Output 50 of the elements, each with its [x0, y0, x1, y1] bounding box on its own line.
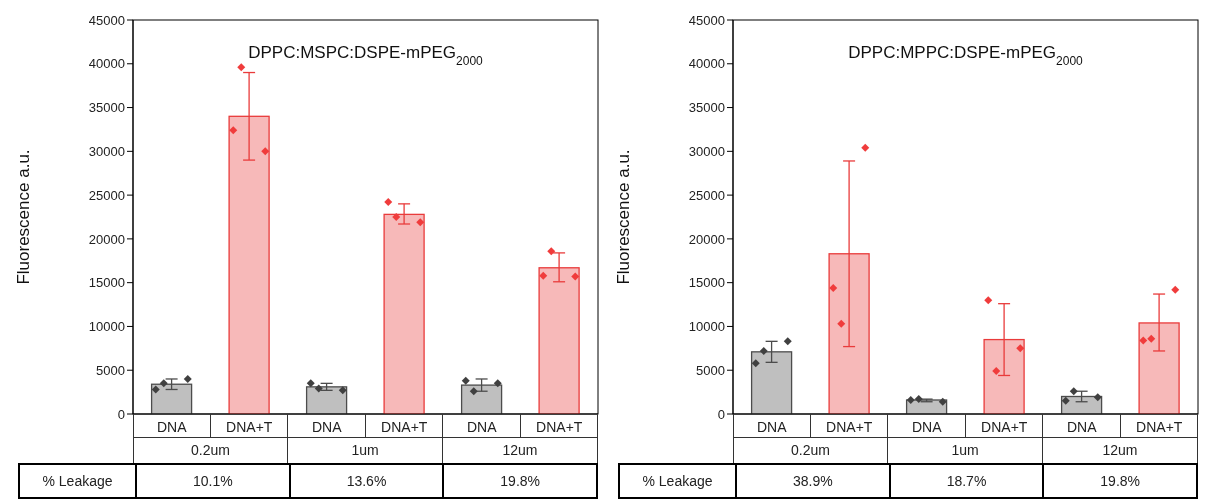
- y-tick-label: 45000: [88, 12, 125, 28]
- y-tick-label: 0: [117, 406, 125, 422]
- text: DPPC:MSPC:DSPE-mPEG$_{2000}$: [248, 43, 484, 68]
- text: 19.8%: [1042, 465, 1196, 497]
- y-axis-title: Fluorescence a.u.: [614, 149, 634, 285]
- x-tick-label: DNA+T: [226, 418, 273, 435]
- text: % Leakage: [41, 472, 114, 491]
- x-tick-label: DNA+T: [981, 418, 1028, 435]
- y-tick-label: 25000: [88, 187, 125, 203]
- y-tick-label: 0: [717, 406, 725, 422]
- text: 12um: [443, 438, 598, 463]
- y-tick-label: 40000: [688, 56, 725, 72]
- text: 19.8%: [442, 465, 596, 497]
- y-tick-label: 15000: [688, 275, 725, 291]
- text: 0.2um: [133, 438, 288, 463]
- y-tick-label: 30000: [688, 143, 725, 159]
- text: 1um: [288, 438, 443, 463]
- text: 38.9%: [735, 465, 889, 497]
- y-tick-label: 5000: [96, 362, 125, 378]
- y-tick-label: 10000: [688, 319, 725, 335]
- y-tick-label: 35000: [688, 100, 725, 116]
- x-tick-label: DNA: [1066, 418, 1098, 435]
- x-tick-label: DNA+T: [826, 418, 873, 435]
- text: 1um: [888, 438, 1043, 463]
- text: DPPC:MPPC:DSPE-mPEG$_{2000}$: [848, 43, 1084, 68]
- x-tick-label: DNA: [156, 418, 188, 435]
- text: 13.6%: [288, 465, 443, 497]
- y-tick-label: 45000: [688, 12, 725, 28]
- y-tick-label: 40000: [88, 56, 125, 72]
- text: % Leakage: [641, 472, 714, 491]
- x-tick-label: DNA+T: [1136, 418, 1183, 435]
- y-tick-label: 25000: [688, 187, 725, 203]
- y-tick-label: 15000: [88, 275, 125, 291]
- x-tick-label: DNA: [756, 418, 788, 435]
- y-tick-label: 20000: [688, 231, 725, 247]
- text: 0.2um: [733, 438, 888, 463]
- y-tick-label: 30000: [88, 143, 125, 159]
- x-tick-label: DNA: [311, 418, 343, 435]
- y-tick-label: 20000: [88, 231, 125, 247]
- y-tick-label: 10000: [88, 319, 125, 335]
- text: 12um: [1043, 438, 1198, 463]
- x-tick-label: DNA: [466, 418, 498, 435]
- y-axis-title: Fluorescence a.u.: [14, 149, 34, 285]
- y-tick-label: 5000: [696, 362, 725, 378]
- x-tick-label: DNA+T: [536, 418, 583, 435]
- text: 18.7%: [888, 465, 1043, 497]
- x-tick-label: DNA: [911, 418, 943, 435]
- x-tick-label: DNA+T: [381, 418, 428, 435]
- text: 10.1%: [135, 465, 289, 497]
- y-tick-label: 35000: [88, 100, 125, 116]
